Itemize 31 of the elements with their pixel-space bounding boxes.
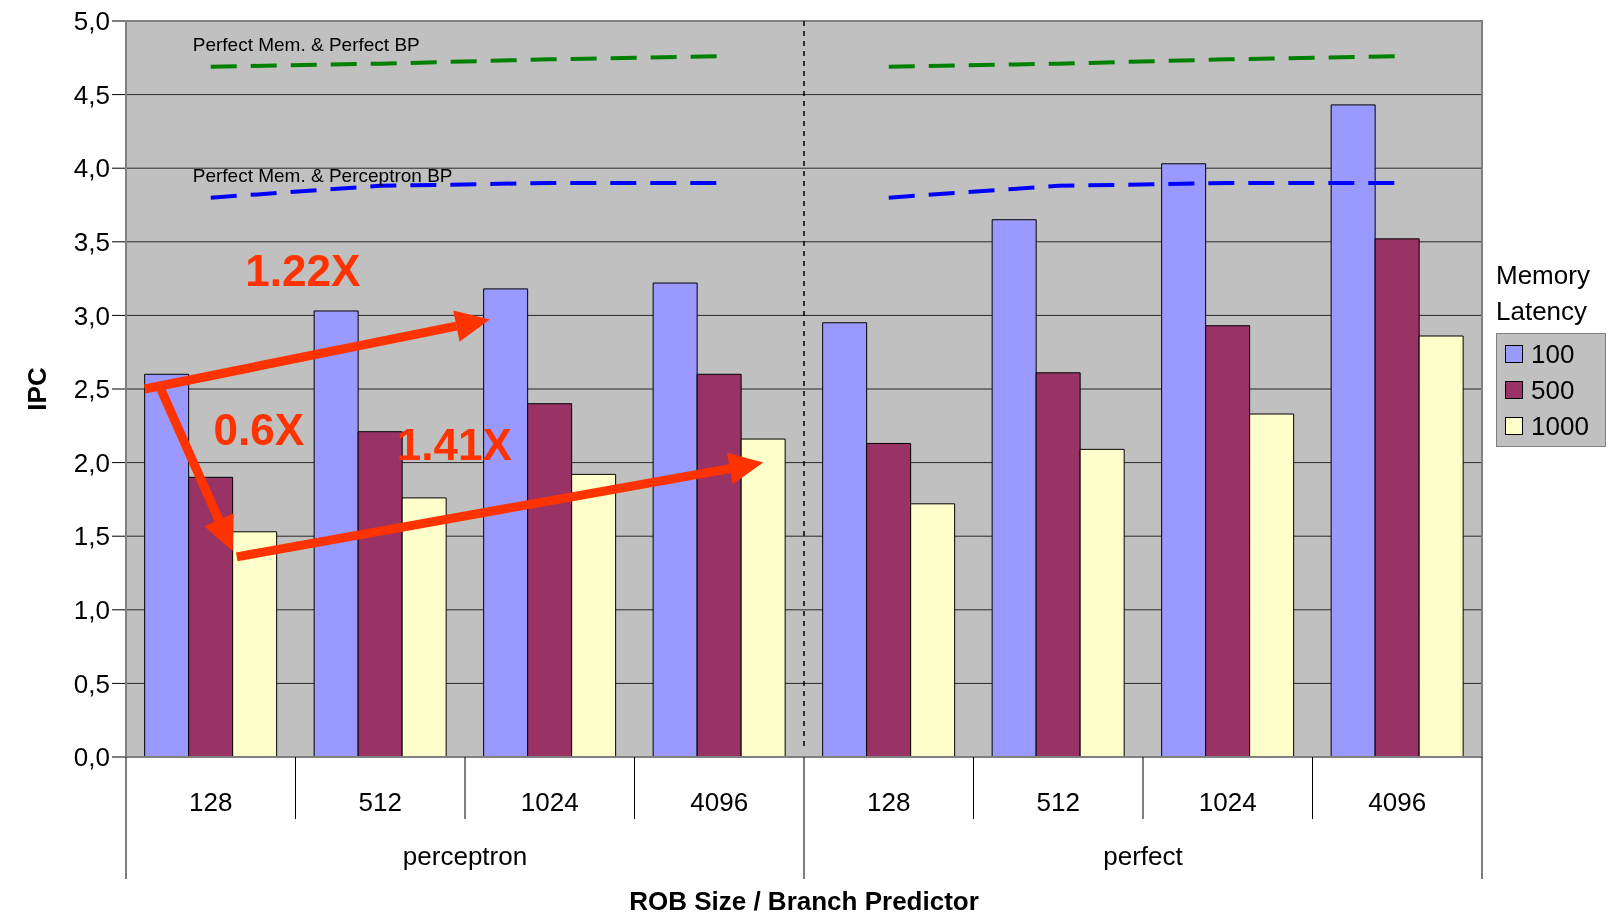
y-tick-label: 4,0 (73, 153, 110, 184)
annotation: 0.6X (213, 404, 305, 454)
x-tick-label: 4096 (690, 787, 749, 818)
y-tick-label: 4,5 (73, 79, 110, 110)
x-tick-label: 128 (189, 787, 233, 818)
legend-title: Memory Latency (1496, 258, 1591, 328)
y-tick-label: 2,5 (73, 374, 110, 405)
legend-label: 100 (1531, 337, 1575, 371)
y-tick-label: 0,5 (73, 668, 110, 699)
legend-label: 500 (1531, 373, 1575, 407)
y-tick-label: 2,0 (73, 447, 110, 478)
y-tick-label: 3,0 (73, 300, 110, 331)
legend-label: 1000 (1531, 409, 1589, 443)
series-label: Perfect Mem. & Perceptron BP (192, 164, 453, 186)
x-tick-label: 128 (867, 787, 911, 818)
y-tick-label: 5,0 (73, 6, 110, 37)
y-axis-title: IPC (22, 367, 52, 411)
text: perfect (1103, 841, 1184, 871)
x-tick-label: 512 (358, 787, 402, 818)
y-tick-label: 1,0 (73, 595, 110, 626)
x-tick-label: 1024 (520, 787, 579, 818)
x-tick-label: 4096 (1368, 787, 1427, 818)
text: perceptron (402, 841, 528, 871)
y-tick-label: 3,5 (73, 227, 110, 258)
x-axis-title: ROB Size / Branch Predictor (629, 886, 979, 916)
x-tick-label: 1024 (1198, 787, 1257, 818)
y-tick-label: 1,5 (73, 521, 110, 552)
annotation: 1.22X (245, 245, 361, 295)
series-label: Perfect Mem. & Perfect BP (192, 33, 420, 55)
x-tick-label: 512 (1036, 787, 1080, 818)
y-tick-label: 0,0 (73, 742, 110, 773)
